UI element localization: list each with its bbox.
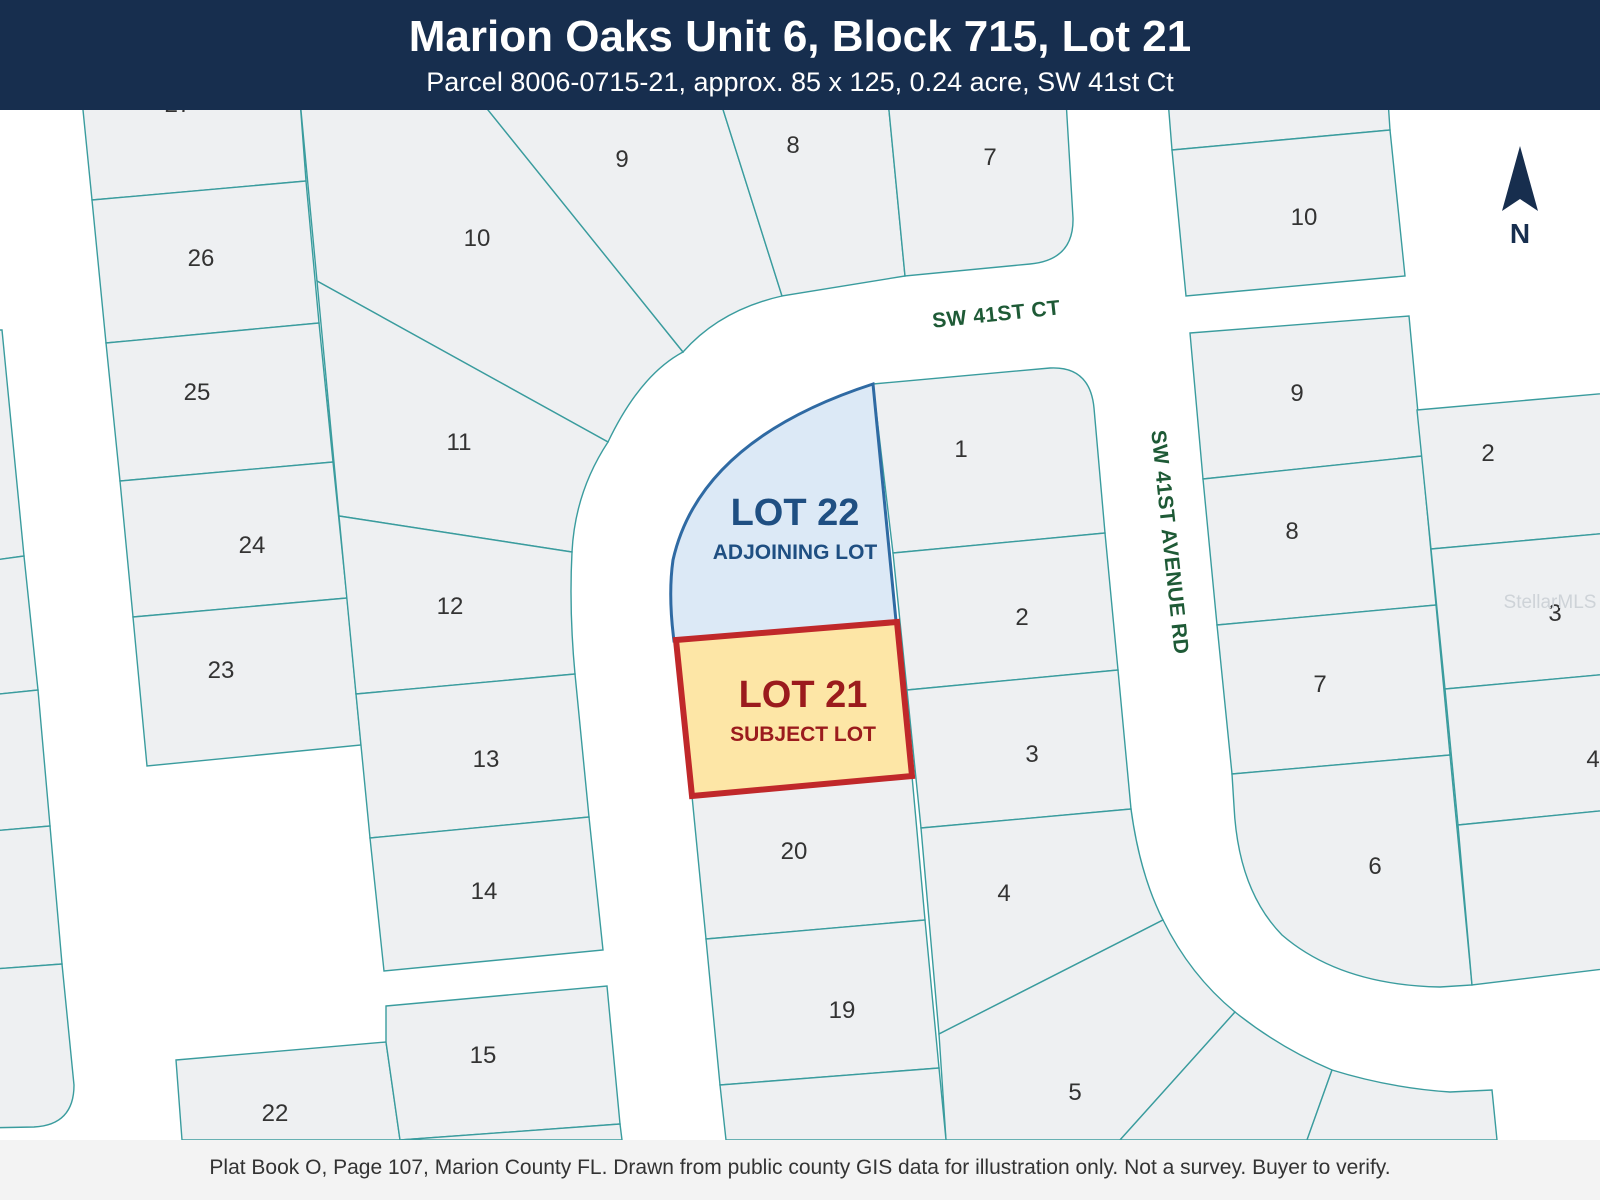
lot-number: 7 xyxy=(1313,671,1326,698)
map-title: Marion Oaks Unit 6, Block 715, Lot 21 xyxy=(408,12,1192,61)
adjoining-lot-title: LOT 22 xyxy=(731,492,860,534)
north-arrow-icon: N xyxy=(1502,146,1538,249)
lot-number: 24 xyxy=(239,532,266,559)
lot-number: 14 xyxy=(471,878,498,905)
lot-14 xyxy=(369,816,604,972)
plat-map: 27 26 25 24 23 10 9 8 7 11 12 13 14 15 2… xyxy=(0,110,1600,1140)
lot-number: 8 xyxy=(786,132,799,159)
central-west-lots xyxy=(338,515,604,972)
lot-number: 13 xyxy=(473,746,500,773)
lot-number: 27 xyxy=(165,110,192,118)
lot-16-partial xyxy=(399,1123,623,1140)
lot-number: 25 xyxy=(184,379,211,406)
lot-4-far-east xyxy=(1444,674,1600,826)
lot-number: 10 xyxy=(1291,204,1318,231)
lot-number: 22 xyxy=(262,1100,289,1127)
street-label-sw-41st-avenue-rd: SW 41ST AVENUE RD xyxy=(1146,429,1192,656)
lot-8-east xyxy=(1202,455,1437,626)
lot-number: 2 xyxy=(1481,440,1494,467)
lot-25 xyxy=(105,322,334,482)
plat-map-svg: 27 26 25 24 23 10 9 8 7 11 12 13 14 15 2… xyxy=(0,110,1600,1140)
adjoining-lot-subtitle: ADJOINING LOT xyxy=(713,541,878,564)
lot-number: 5 xyxy=(1068,1079,1081,1106)
lot-20 xyxy=(691,775,926,940)
lot-2-far-east xyxy=(1416,393,1600,550)
lot-number: 20 xyxy=(781,838,808,865)
lot-24 xyxy=(119,461,348,618)
lot-number: 1 xyxy=(954,436,967,463)
lot-15 xyxy=(385,985,621,1140)
adjoining-lot-22 xyxy=(669,381,898,643)
subject-lot-subtitle: SUBJECT LOT xyxy=(730,723,876,746)
lot-22-sw xyxy=(175,1041,401,1140)
subject-lot-21 xyxy=(672,618,916,800)
lot-number: 15 xyxy=(470,1042,497,1069)
lot-number: 4 xyxy=(1586,746,1599,773)
lot-number: 3 xyxy=(1025,741,1038,768)
lot-1 xyxy=(872,367,1106,554)
lot-number: 10 xyxy=(464,225,491,252)
map-footer: Plat Book O, Page 107, Marion County FL.… xyxy=(0,1140,1600,1200)
lot-10-east xyxy=(1171,129,1406,297)
lot-number: 12 xyxy=(437,593,464,620)
lot-number: 9 xyxy=(615,146,628,173)
north-block-lots xyxy=(300,110,1074,553)
lot-9-east xyxy=(1189,315,1423,480)
lot-number: 9 xyxy=(1290,380,1303,407)
lot-3-far-east xyxy=(1430,533,1600,690)
lot-2 xyxy=(892,532,1119,691)
central-block-lots xyxy=(691,367,1237,1140)
lot-7-east xyxy=(1216,604,1451,775)
lot-3 xyxy=(906,669,1132,829)
lot-number: 4 xyxy=(997,880,1010,907)
southeast-lots xyxy=(1119,1011,1498,1140)
subject-lot-label: LOT 21 SUBJECT LOT xyxy=(730,674,876,746)
lot-18-partial xyxy=(719,1067,947,1140)
east-block-lots xyxy=(1168,110,1473,988)
map-header: Marion Oaks Unit 6, Block 715, Lot 21 Pa… xyxy=(0,0,1600,110)
lot-number: 7 xyxy=(983,144,996,171)
lot-number: 11 xyxy=(447,429,472,456)
lot-number: 19 xyxy=(829,997,856,1024)
lot-23 xyxy=(132,597,362,767)
lot-19 xyxy=(705,919,940,1086)
southwest-lots xyxy=(175,985,623,1140)
lot-number: 8 xyxy=(1285,518,1298,545)
street-label-sw-41st-ct: SW 41ST CT xyxy=(931,296,1061,332)
west-edge-lots xyxy=(0,329,75,1129)
lot-number: 23 xyxy=(208,657,235,684)
north-label: N xyxy=(1510,218,1530,249)
adjoining-lot-label: LOT 22 ADJOINING LOT xyxy=(713,492,878,564)
lot-7 xyxy=(888,110,1074,277)
lot-number: 6 xyxy=(1368,853,1381,880)
watermark: StellarMLS xyxy=(1504,592,1597,613)
lot-number: 3 xyxy=(1548,600,1561,627)
lot-number: 26 xyxy=(188,245,215,272)
map-subtitle: Parcel 8006-0715-21, approx. 85 x 125, 0… xyxy=(426,67,1174,97)
footer-note: Plat Book O, Page 107, Marion County FL.… xyxy=(209,1156,1391,1179)
far-east-lots xyxy=(1416,393,1600,986)
lot-number: 2 xyxy=(1015,604,1028,631)
subject-lot-title: LOT 21 xyxy=(739,674,868,716)
lot-number-labels: 27 26 25 24 23 10 9 8 7 11 12 13 14 15 2… xyxy=(165,110,1600,1127)
lot-6-east xyxy=(1231,754,1473,988)
